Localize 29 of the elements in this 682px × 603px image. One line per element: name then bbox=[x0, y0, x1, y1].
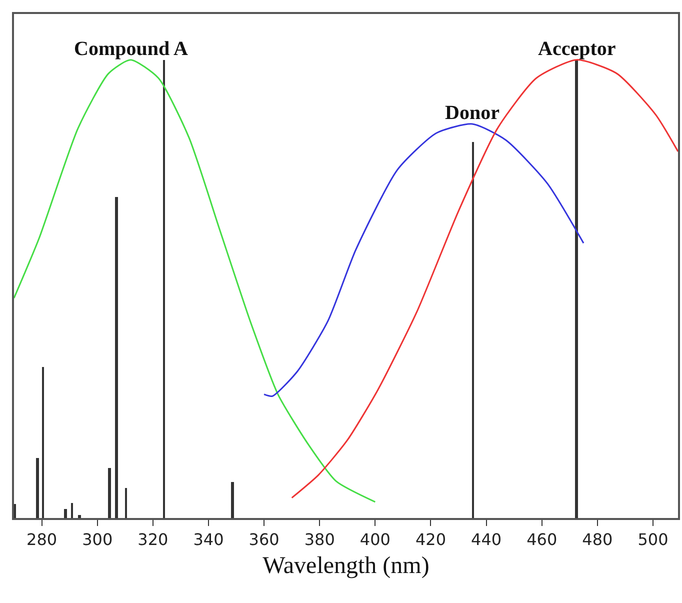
bar bbox=[42, 367, 44, 518]
x-tick-label: 340 bbox=[193, 530, 224, 550]
x-tick-label: 500 bbox=[638, 530, 668, 550]
x-tick-label: 300 bbox=[82, 530, 113, 550]
bar bbox=[472, 142, 474, 518]
series-label: Donor bbox=[445, 102, 500, 124]
bar bbox=[125, 488, 127, 518]
x-tick-label: 380 bbox=[304, 530, 335, 550]
bar bbox=[78, 515, 81, 518]
x-tick-label: 440 bbox=[471, 530, 502, 550]
series-label: Compound A bbox=[74, 38, 188, 60]
bar bbox=[14, 504, 16, 518]
x-tick-label: 460 bbox=[526, 530, 558, 550]
bar bbox=[231, 482, 234, 518]
x-tick-label: 280 bbox=[26, 530, 58, 550]
x-tick-label: 480 bbox=[582, 530, 613, 550]
x-tick-label: 360 bbox=[248, 530, 280, 550]
x-tick-label: 420 bbox=[415, 530, 446, 550]
bar bbox=[64, 509, 67, 518]
series-label: Acceptor bbox=[538, 38, 616, 60]
x-tick-label: 320 bbox=[138, 530, 168, 550]
bar bbox=[71, 503, 73, 518]
x-axis-title: Wavelength (nm) bbox=[262, 553, 430, 579]
bar bbox=[115, 197, 118, 518]
bar bbox=[108, 468, 111, 518]
bar bbox=[163, 60, 165, 518]
bar bbox=[36, 458, 39, 518]
bar bbox=[575, 60, 578, 518]
x-tick-label: 400 bbox=[360, 530, 390, 550]
